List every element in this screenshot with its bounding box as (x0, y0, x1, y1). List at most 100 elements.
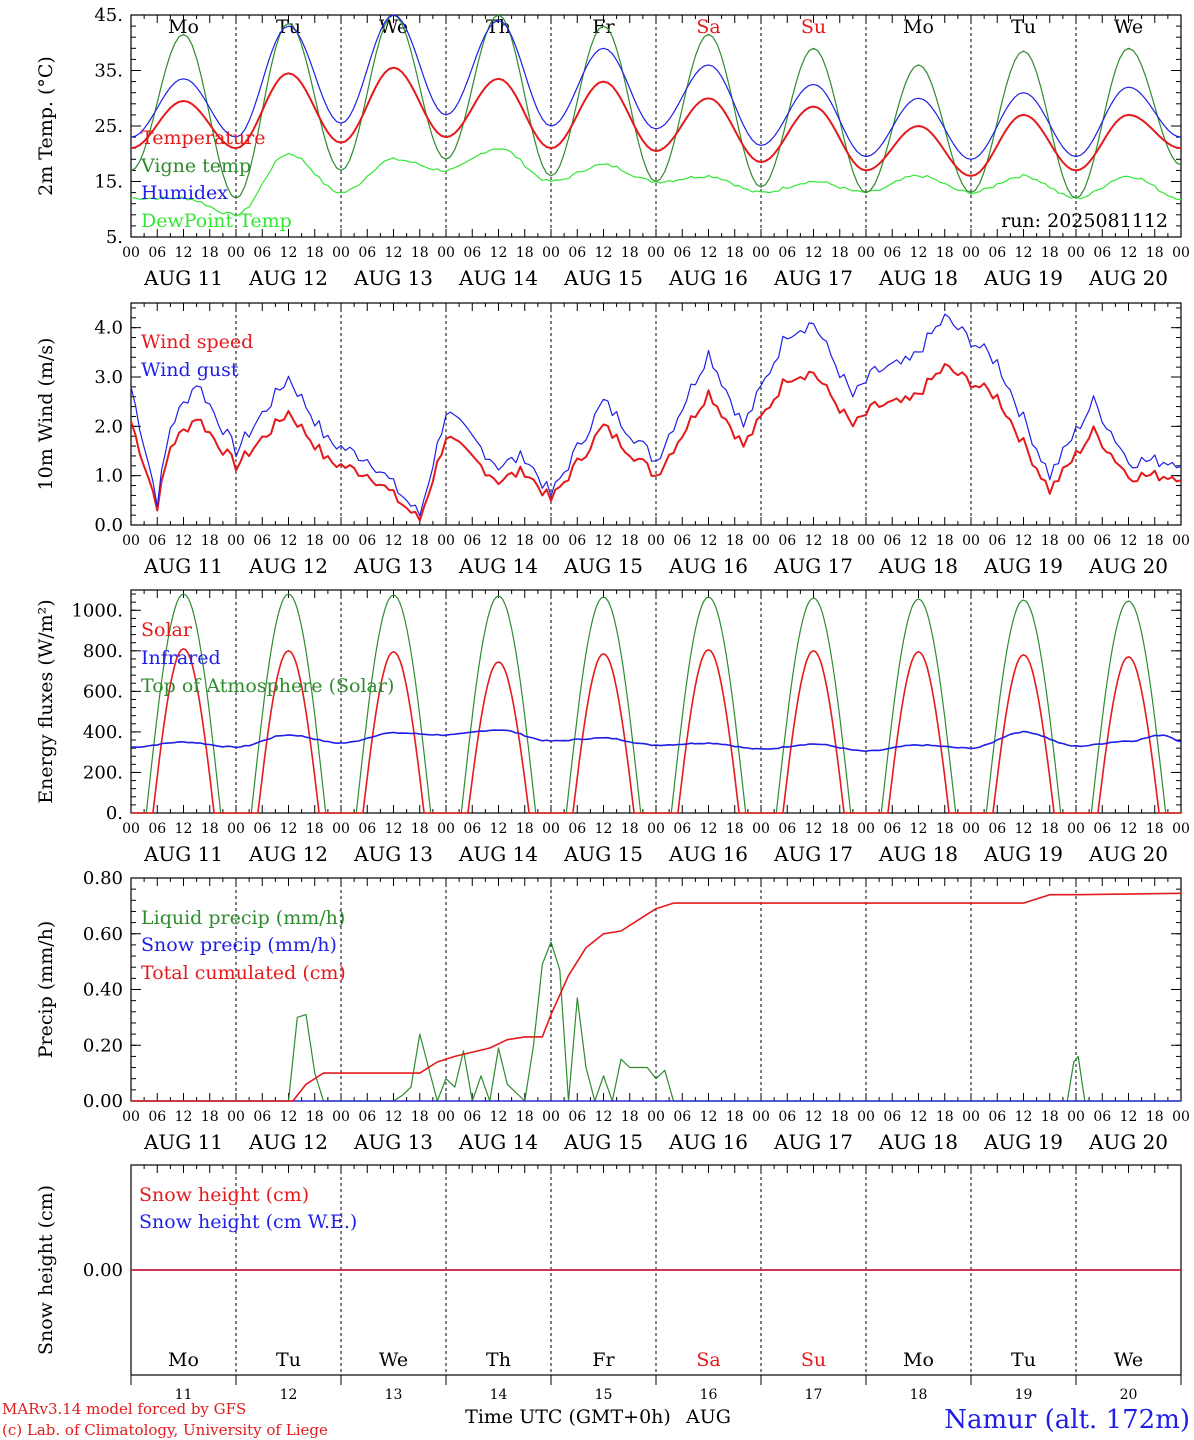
hour-tick-label: 00 (542, 245, 560, 261)
hour-tick-label: 18 (726, 245, 744, 261)
date-label: AUG 16 (668, 1130, 748, 1154)
hour-tick-label: 00 (962, 1109, 980, 1125)
legend-temperature: Temperature (141, 127, 265, 149)
date-label: AUG 12 (248, 266, 328, 290)
day-number-label: 17 (805, 1387, 823, 1403)
day-number-label: 19 (1015, 1387, 1033, 1403)
y-tick-label: 0. (106, 803, 123, 824)
hour-tick-label: 00 (857, 245, 875, 261)
day-number-label: 13 (385, 1387, 403, 1403)
y-tick-label: 2.0 (94, 416, 123, 437)
hour-tick-label: 18 (516, 1109, 534, 1125)
day-name-label: Tu (276, 1349, 301, 1371)
hour-tick-label: 12 (490, 1109, 508, 1125)
x-axis-title: Time UTC (GMT+0h) (465, 1406, 671, 1428)
hour-tick-label: 00 (332, 533, 350, 549)
date-label: AUG 13 (353, 842, 433, 866)
day-number-label: 18 (910, 1387, 928, 1403)
hour-tick-label: 18 (306, 821, 324, 837)
hour-tick-label: 12 (280, 245, 298, 261)
hour-tick-label: 18 (831, 245, 849, 261)
hour-tick-label: 06 (1093, 821, 1111, 837)
date-label: AUG 19 (983, 842, 1063, 866)
hour-tick-label: 06 (673, 533, 691, 549)
hour-tick-label: 12 (490, 533, 508, 549)
series-liquid-precip (131, 941, 1181, 1102)
legend-humidex: Humidex (141, 182, 228, 204)
date-label: AUG 12 (248, 842, 328, 866)
hour-tick-label: 06 (463, 1109, 481, 1125)
legend-snow-precip: Snow precip (mm/h) (141, 934, 337, 956)
day-name-label: Mo (903, 1349, 934, 1371)
hour-tick-label: 18 (621, 821, 639, 837)
y-tick-label: 5. (106, 227, 123, 248)
hour-tick-label: 00 (647, 533, 665, 549)
hour-tick-label: 18 (516, 821, 534, 837)
hour-tick-label: 06 (883, 821, 901, 837)
hour-tick-label: 06 (673, 245, 691, 261)
hour-tick-label: 06 (568, 245, 586, 261)
day-name-label: Su (801, 1349, 826, 1371)
legend-dewpoint-temp: DewPoint Temp (141, 210, 292, 232)
hour-tick-label: 00 (542, 533, 560, 549)
hour-tick-label: 12 (700, 245, 718, 261)
hour-tick-label: 06 (988, 245, 1006, 261)
hour-tick-label: 00 (752, 1109, 770, 1125)
hour-tick-label: 06 (148, 821, 166, 837)
legend-toa-solar: Top of Atmosphere (Solar) (141, 675, 394, 697)
date-label: AUG 20 (1088, 842, 1168, 866)
hour-tick-label: 12 (280, 821, 298, 837)
hour-tick-label: 18 (411, 245, 429, 261)
series-humidex (130, 14, 1182, 160)
y-axis-label: Snow height (cm) (35, 1185, 57, 1355)
y-axis-label: 2m Temp. (°C) (35, 56, 57, 196)
hour-tick-label: 00 (1172, 533, 1190, 549)
hour-tick-label: 00 (752, 821, 770, 837)
hour-tick-label: 06 (568, 821, 586, 837)
date-label: AUG 13 (353, 266, 433, 290)
hour-tick-label: 06 (883, 245, 901, 261)
hour-tick-label: 18 (201, 533, 219, 549)
hour-tick-label: 12 (175, 245, 193, 261)
date-label: AUG 14 (458, 554, 538, 578)
hour-tick-label: 18 (1041, 245, 1059, 261)
hour-tick-label: 00 (332, 245, 350, 261)
y-tick-label: 1.0 (94, 466, 123, 487)
hour-tick-label: 12 (1015, 821, 1033, 837)
hour-tick-label: 06 (568, 533, 586, 549)
date-label: AUG 20 (1088, 1130, 1168, 1154)
hour-tick-label: 00 (857, 821, 875, 837)
hour-tick-label: 18 (306, 533, 324, 549)
date-label: AUG 18 (878, 1130, 958, 1154)
legend-infrared: Infrared (141, 647, 221, 669)
hour-tick-label: 06 (358, 533, 376, 549)
run-annotation: run: 2025081112 (1001, 210, 1168, 232)
hour-tick-label: 00 (332, 1109, 350, 1125)
hour-tick-label: 00 (647, 821, 665, 837)
hour-tick-label: 12 (490, 245, 508, 261)
hour-tick-label: 00 (1067, 245, 1085, 261)
hour-tick-label: 12 (385, 245, 403, 261)
date-label: AUG 14 (458, 266, 538, 290)
hour-tick-label: 00 (962, 533, 980, 549)
hour-tick-label: 18 (411, 1109, 429, 1125)
day-name-label: We (379, 1349, 408, 1371)
hour-tick-label: 06 (988, 533, 1006, 549)
hour-tick-label: 06 (988, 1109, 1006, 1125)
hour-tick-label: 00 (647, 1109, 665, 1125)
hour-tick-label: 12 (280, 533, 298, 549)
hour-tick-label: 00 (1172, 245, 1190, 261)
hour-tick-label: 06 (463, 533, 481, 549)
date-label: AUG 13 (353, 1130, 433, 1154)
date-label: AUG 14 (458, 842, 538, 866)
hour-tick-label: 12 (595, 245, 613, 261)
station-name: Namur (alt. 172m) (944, 1405, 1190, 1435)
hour-tick-label: 12 (280, 1109, 298, 1125)
legend-vigne-temp: Vigne temp (140, 155, 251, 177)
hour-tick-label: 00 (857, 533, 875, 549)
hour-tick-label: 18 (831, 533, 849, 549)
hour-tick-label: 06 (463, 821, 481, 837)
hour-tick-label: 18 (831, 821, 849, 837)
hour-tick-label: 00 (227, 1109, 245, 1125)
